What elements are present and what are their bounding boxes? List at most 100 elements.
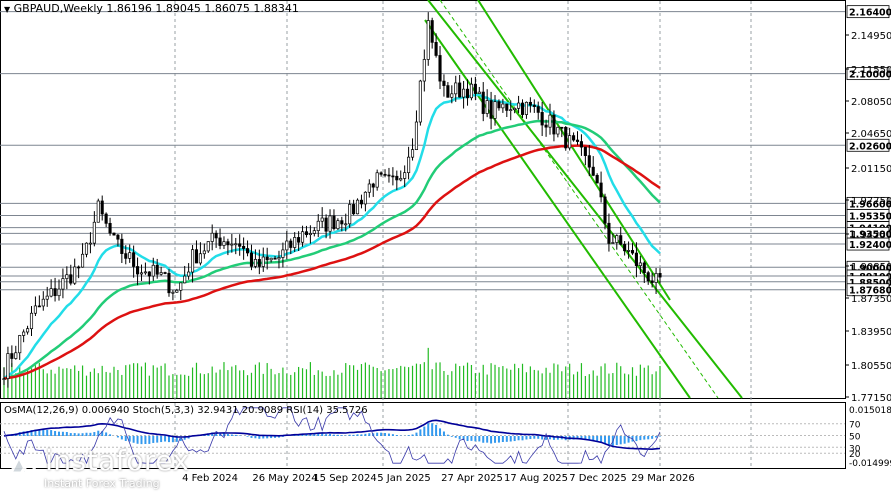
candle-body: [410, 149, 415, 158]
level-label-box: [846, 67, 890, 81]
price-axis-label: 1.94250: [851, 230, 891, 241]
time-axis-label: 29 Mar 2026: [631, 473, 694, 484]
candle-body: [591, 166, 595, 176]
candle-body: [355, 199, 360, 215]
time-axis-label: 17 Aug 2025: [504, 473, 568, 484]
candle-body: [289, 240, 293, 248]
candle-body: [96, 200, 100, 223]
candle-body: [297, 237, 301, 243]
chart-header: ▼ GBPAUD,Weekly 1.86196 1.89045 1.86075 …: [4, 2, 299, 15]
price-axis-label: 2.04650: [851, 129, 891, 140]
candle-body: [100, 200, 104, 215]
candle-body: [187, 271, 191, 277]
stoch-line: [3, 406, 661, 465]
candle-body: [159, 272, 163, 275]
channel-mid-line: [439, 0, 719, 399]
candle-body: [658, 273, 662, 278]
candle-body: [473, 83, 477, 94]
candle-body: [304, 231, 309, 236]
indicator-axis-top: 0.015018: [849, 406, 891, 416]
candle-body: [520, 102, 525, 115]
candle-body: [226, 241, 230, 246]
candle-body: [245, 248, 250, 254]
candle-body: [493, 101, 497, 119]
candle-body: [49, 288, 53, 297]
candle-body: [462, 88, 466, 98]
candle-body: [37, 305, 41, 308]
candle-body: [446, 85, 450, 98]
candle-body: [132, 252, 136, 267]
candle-body: [179, 282, 183, 291]
candle-body: [88, 242, 92, 245]
candle-body: [198, 253, 202, 264]
candle-body: [332, 215, 336, 230]
candle-body: [206, 241, 210, 252]
candle-body: [340, 220, 344, 225]
candle-body: [308, 233, 312, 236]
candle-body: [528, 101, 532, 106]
candle-body: [627, 250, 631, 252]
time-axis-label: 7 Dec 2025: [569, 473, 627, 484]
ema-slow-line: [3, 144, 661, 380]
candle-body: [108, 222, 112, 234]
watermark-tagline: Instant Forex Trading: [44, 476, 160, 490]
candle-body: [548, 114, 552, 128]
candle-body: [414, 121, 419, 150]
level-label: 1.93500: [849, 229, 891, 240]
indicator-level-label: 50: [849, 433, 861, 443]
level-label-box: [846, 237, 890, 251]
price-axis-label: 1.90850: [851, 262, 891, 273]
candle-body: [513, 107, 517, 111]
candle-body: [65, 274, 69, 279]
candle-body: [383, 173, 387, 176]
candle-body: [489, 100, 493, 119]
candle-body: [556, 126, 560, 135]
channel-upper-line: [477, 0, 671, 301]
candle-body: [2, 378, 6, 380]
candle-body: [615, 235, 619, 243]
candle-body: [218, 237, 222, 246]
level-label: 2.16400: [849, 8, 891, 19]
chart-direction-icon: ▼: [4, 5, 11, 14]
indicator-level-label: 30: [849, 444, 861, 454]
candle-body: [336, 220, 340, 230]
candle-body: [253, 259, 257, 267]
level-label-box: [846, 283, 890, 297]
candle-body: [642, 262, 646, 273]
candle-body: [22, 331, 26, 336]
level-label: 1.90000: [849, 263, 891, 274]
candle-body: [363, 191, 367, 205]
candle-body: [517, 102, 521, 109]
candle-body: [630, 250, 635, 254]
candle-body: [128, 252, 132, 259]
candle-body: [77, 266, 81, 269]
candle-body: [603, 196, 607, 224]
candle-body: [505, 103, 509, 111]
indicator-values: OsMA(12,26,9) 0.006940 Stoch(5,3,3) 32.9…: [4, 405, 368, 416]
price-axis-label: 1.97750: [851, 196, 891, 207]
price-axis-label: 2.14950: [851, 31, 891, 42]
candle-body: [654, 273, 658, 283]
indicator-axis-bottom: -0.014999: [849, 459, 891, 469]
candle-body: [399, 178, 403, 181]
candle-body: [92, 221, 96, 244]
candle-body: [583, 146, 587, 156]
candle-body: [434, 42, 438, 56]
candle-body: [532, 104, 536, 107]
candle-body: [116, 234, 120, 240]
level-label: 2.02600: [849, 141, 891, 152]
watermark: instaforex Instant Forex Trading: [6, 444, 190, 490]
candle-body: [222, 241, 226, 246]
candle-body: [579, 141, 583, 148]
candle-body: [155, 264, 159, 275]
price-axis-label: 2.01150: [851, 164, 891, 175]
candle-body: [359, 199, 364, 205]
price-axis-label: 1.80550: [851, 361, 891, 372]
candle-body: [316, 220, 320, 232]
ema-fast-line: [3, 93, 661, 380]
candle-body: [143, 271, 147, 274]
candle-body: [69, 274, 73, 284]
candle-body: [324, 217, 328, 232]
